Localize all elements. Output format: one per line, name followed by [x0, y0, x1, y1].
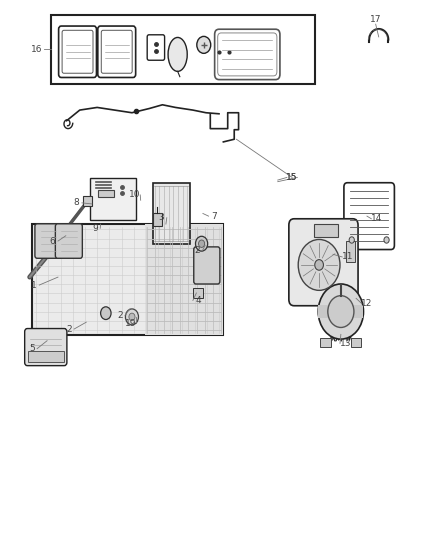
Circle shape [315, 260, 323, 270]
Circle shape [101, 307, 111, 319]
Circle shape [195, 236, 208, 251]
Text: 12: 12 [361, 299, 373, 308]
Text: 9: 9 [92, 224, 98, 233]
Text: 15: 15 [286, 173, 298, 182]
Text: 8: 8 [74, 198, 80, 207]
Circle shape [298, 239, 340, 290]
Text: 2: 2 [66, 325, 72, 334]
Bar [98, 190, 114, 197]
Text: 15: 15 [286, 173, 298, 182]
Text: 2: 2 [194, 246, 200, 255]
Circle shape [197, 36, 211, 53]
Text: 19: 19 [125, 319, 137, 328]
Bar [314, 224, 338, 237]
Bar [318, 305, 364, 318]
Circle shape [125, 309, 138, 325]
Text: 7: 7 [211, 212, 217, 221]
Text: 4: 4 [195, 296, 201, 305]
Bar [32, 224, 223, 335]
Text: 14: 14 [371, 214, 382, 223]
Circle shape [328, 296, 354, 327]
Bar [153, 213, 162, 227]
Bar [351, 338, 361, 346]
Text: 3: 3 [159, 213, 164, 222]
Bar [193, 288, 203, 298]
Circle shape [349, 237, 354, 243]
Bar [346, 241, 355, 262]
Circle shape [318, 284, 364, 339]
Bar [28, 351, 64, 362]
Circle shape [198, 240, 205, 247]
Bar [51, 14, 315, 84]
Text: 6: 6 [50, 237, 56, 246]
Bar [152, 183, 190, 244]
Bar [90, 178, 136, 220]
Bar [83, 196, 92, 206]
FancyBboxPatch shape [55, 224, 82, 259]
Bar [145, 224, 223, 335]
FancyBboxPatch shape [35, 224, 62, 259]
Text: 13: 13 [339, 339, 351, 348]
Text: 17: 17 [370, 15, 381, 25]
Ellipse shape [168, 37, 187, 71]
Text: 2: 2 [117, 311, 123, 320]
Text: 5: 5 [29, 344, 35, 353]
Text: 11: 11 [342, 253, 353, 262]
Text: 10: 10 [129, 190, 141, 199]
FancyBboxPatch shape [194, 247, 220, 284]
FancyBboxPatch shape [25, 328, 67, 366]
FancyBboxPatch shape [289, 219, 358, 306]
Text: 1: 1 [31, 280, 37, 289]
Circle shape [129, 313, 135, 320]
Text: 16: 16 [31, 45, 42, 54]
Bar [321, 338, 331, 346]
Circle shape [384, 237, 389, 243]
